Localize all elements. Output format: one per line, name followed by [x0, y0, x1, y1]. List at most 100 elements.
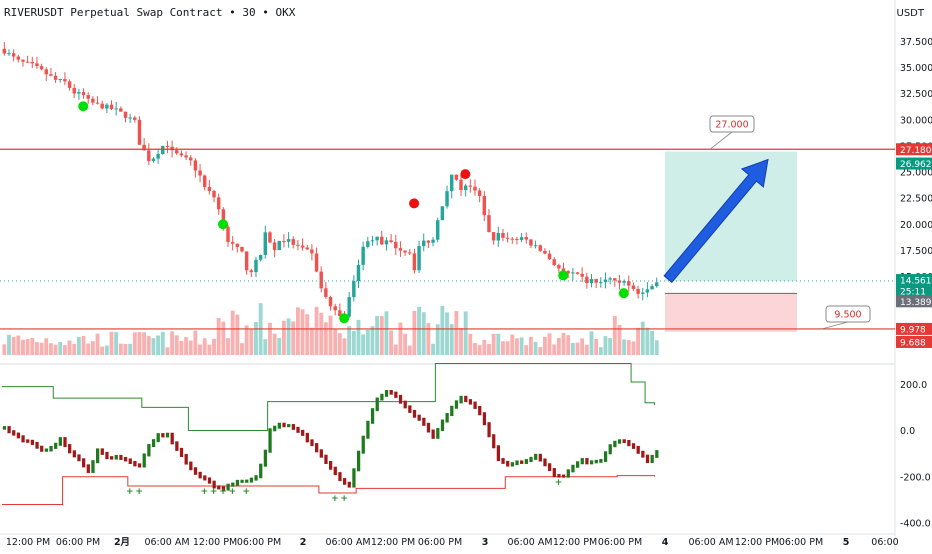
candle-body[interactable] — [519, 237, 524, 240]
candle-body[interactable] — [585, 276, 589, 284]
candle-body[interactable] — [641, 292, 645, 294]
candle-body[interactable] — [170, 146, 174, 151]
interval-label[interactable]: 30 — [242, 6, 256, 19]
candle-body[interactable] — [328, 297, 333, 307]
candle-body[interactable] — [44, 69, 48, 75]
candle-body[interactable] — [72, 87, 76, 94]
candle-body[interactable] — [477, 190, 482, 196]
candle-body[interactable] — [482, 195, 487, 216]
candle-body[interactable] — [580, 273, 584, 277]
candle-body[interactable] — [2, 48, 7, 54]
candle-body[interactable] — [300, 245, 305, 248]
candle-body[interactable] — [272, 242, 277, 251]
candle-body[interactable] — [529, 239, 533, 246]
candle-body[interactable] — [254, 259, 258, 273]
candle-body[interactable] — [491, 232, 496, 241]
candle-body[interactable] — [347, 297, 351, 317]
candle-body[interactable] — [235, 243, 240, 247]
candle-body[interactable] — [524, 237, 528, 240]
candle-body[interactable] — [412, 253, 417, 271]
candle-body[interactable] — [557, 265, 561, 269]
candle-body[interactable] — [352, 281, 356, 298]
candle-body[interactable] — [133, 117, 137, 120]
candle-body[interactable] — [599, 282, 603, 284]
trend-arrow[interactable] — [657, 151, 778, 288]
candle-body[interactable] — [202, 175, 207, 187]
candle-body[interactable] — [319, 271, 323, 289]
candle-body[interactable] — [39, 66, 44, 70]
candle-body[interactable] — [384, 240, 389, 245]
candle-body[interactable] — [547, 253, 552, 260]
candle-body[interactable] — [417, 246, 421, 271]
candle-body[interactable] — [375, 236, 379, 241]
candle-body[interactable] — [398, 248, 403, 251]
candle-body[interactable] — [184, 155, 188, 158]
candle-body[interactable] — [230, 242, 235, 244]
candle-body[interactable] — [258, 254, 263, 260]
candle-body[interactable] — [473, 186, 477, 191]
candle-body[interactable] — [561, 268, 566, 271]
candle-body[interactable] — [575, 272, 580, 274]
candle-body[interactable] — [510, 238, 514, 240]
candle-body[interactable] — [100, 103, 104, 109]
candle-body[interactable] — [212, 190, 216, 198]
candle-body[interactable] — [533, 245, 538, 247]
candle-body[interactable] — [408, 252, 412, 254]
candle-body[interactable] — [67, 81, 72, 88]
candle-body[interactable] — [81, 92, 86, 96]
candle-body[interactable] — [207, 186, 212, 191]
candle-body[interactable] — [156, 154, 160, 159]
candle-body[interactable] — [431, 239, 435, 243]
candle-body[interactable] — [175, 150, 179, 154]
candle-body[interactable] — [263, 232, 268, 255]
candle-body[interactable] — [571, 272, 575, 274]
candle-body[interactable] — [198, 170, 202, 176]
candle-body[interactable] — [16, 56, 21, 60]
candle-body[interactable] — [631, 285, 636, 289]
candle-body[interactable] — [613, 278, 617, 281]
candle-body[interactable] — [501, 232, 505, 238]
candle-body[interactable] — [240, 246, 244, 252]
candle-body[interactable] — [310, 249, 314, 254]
target-box-price-label[interactable]: 26.962 — [896, 157, 932, 171]
candle-body[interactable] — [77, 92, 81, 94]
candle-body[interactable] — [370, 240, 375, 242]
candle-body[interactable] — [291, 239, 295, 245]
price-callout[interactable]: 9.500 — [821, 305, 871, 330]
candle-body[interactable] — [338, 310, 342, 317]
candle-body[interactable] — [63, 79, 67, 82]
candle-body[interactable] — [123, 111, 128, 118]
candle-body[interactable] — [95, 102, 100, 104]
candle-body[interactable] — [7, 53, 11, 55]
candle-body[interactable] — [53, 75, 58, 80]
candle-body[interactable] — [515, 238, 519, 240]
candle-body[interactable] — [119, 108, 123, 112]
candle-body[interactable] — [128, 117, 132, 119]
candle-body[interactable] — [496, 232, 501, 241]
candle-body[interactable] — [333, 306, 337, 311]
candle-body[interactable] — [286, 239, 291, 242]
candle-body[interactable] — [25, 61, 30, 63]
candle-body[interactable] — [627, 281, 631, 286]
candle-body[interactable] — [454, 174, 459, 180]
candle-body[interactable] — [603, 279, 608, 283]
candle-body[interactable] — [608, 278, 612, 280]
candle-body[interactable] — [58, 79, 62, 81]
stop-bottom-price-label[interactable]: 9.688 — [896, 335, 932, 349]
candle-body[interactable] — [389, 240, 393, 242]
stop-box-price-label[interactable]: 13.389 — [896, 295, 932, 308]
candle-body[interactable] — [426, 240, 431, 243]
candle-body[interactable] — [435, 220, 440, 240]
candle-body[interactable] — [193, 160, 198, 171]
candle-body[interactable] — [296, 244, 300, 246]
candle-body[interactable] — [449, 174, 454, 192]
candle-body[interactable] — [21, 59, 25, 62]
candle-body[interactable] — [109, 104, 114, 110]
candle-body[interactable] — [221, 209, 226, 227]
candle-body[interactable] — [49, 74, 53, 76]
candle-body[interactable] — [422, 240, 426, 247]
candle-body[interactable] — [277, 240, 281, 251]
candle-body[interactable] — [35, 63, 39, 67]
candle-body[interactable] — [445, 191, 449, 207]
candle-body[interactable] — [356, 264, 361, 282]
